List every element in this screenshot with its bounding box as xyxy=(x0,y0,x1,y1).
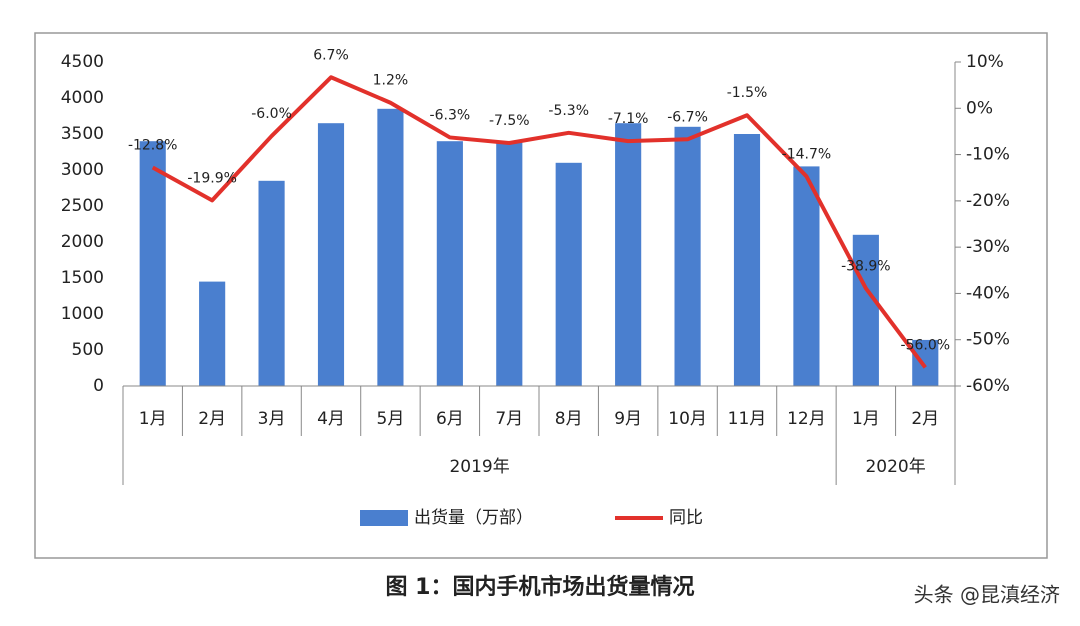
x-tick-label: 12月 xyxy=(787,409,826,429)
x-tick-label: 1月 xyxy=(139,409,167,429)
y-tick-label: 3000 xyxy=(61,160,104,180)
y2-tick-label: -40% xyxy=(966,283,1010,303)
x-tick-label: 9月 xyxy=(614,409,642,429)
y2-tick-label: -30% xyxy=(966,237,1010,257)
legend-label: 出货量（万部） xyxy=(414,508,533,528)
y-tick-label: 1000 xyxy=(61,304,104,324)
x-tick-label: 4月 xyxy=(317,409,345,429)
bar xyxy=(793,166,820,386)
x-tick-label: 2月 xyxy=(198,409,226,429)
bar xyxy=(199,281,226,386)
bar xyxy=(733,134,761,386)
bar xyxy=(615,123,642,386)
y2-tick-label: -20% xyxy=(966,191,1010,211)
legend-swatch xyxy=(360,510,408,526)
data-label: -56.0% xyxy=(901,337,951,353)
y2-tick-label: -10% xyxy=(966,145,1010,165)
x-tick-label: 11月 xyxy=(728,409,767,429)
x-tick-label: 6月 xyxy=(436,409,464,429)
bar xyxy=(852,234,879,386)
bar xyxy=(555,162,582,386)
y-tick-label: 500 xyxy=(72,340,104,360)
data-label: 1.2% xyxy=(373,73,409,89)
data-label: -14.7% xyxy=(782,146,832,162)
y-tick-label: 1500 xyxy=(61,268,104,288)
bar xyxy=(912,339,939,386)
bar xyxy=(139,141,166,386)
data-label: -6.3% xyxy=(430,107,471,123)
bar xyxy=(496,141,523,386)
y-tick-label: 4500 xyxy=(61,52,104,72)
y2-tick-label: -60% xyxy=(966,376,1010,396)
bar xyxy=(258,180,285,386)
y2-tick-label: 10% xyxy=(966,52,1004,72)
y-tick-label: 4000 xyxy=(61,88,104,108)
data-label: -12.8% xyxy=(128,138,178,154)
x-tick-label: 3月 xyxy=(258,409,286,429)
credit: 头条 @昆滇经济 xyxy=(914,583,1060,607)
y-tick-label: 2000 xyxy=(61,232,104,252)
data-label: -19.9% xyxy=(187,170,237,186)
x-tick-label: 5月 xyxy=(377,409,405,429)
x-tick-label: 2月 xyxy=(911,409,939,429)
x-tick-label: 1月 xyxy=(852,409,880,429)
y2-tick-label: -50% xyxy=(966,330,1010,350)
group-label: 2020年 xyxy=(865,457,925,477)
line xyxy=(151,75,927,369)
bar xyxy=(674,126,701,387)
data-label: -38.9% xyxy=(841,258,891,274)
data-label: -5.3% xyxy=(548,103,589,119)
bar xyxy=(436,141,463,386)
y-tick-label: 3500 xyxy=(61,124,104,144)
data-label: -6.7% xyxy=(667,109,708,125)
data-label: -7.5% xyxy=(489,113,530,129)
data-label: -1.5% xyxy=(727,85,768,101)
chart-frame xyxy=(34,32,1048,559)
bar xyxy=(377,108,404,387)
bar xyxy=(317,123,345,386)
y2-tick-label: 0% xyxy=(966,98,993,118)
data-label: -7.1% xyxy=(608,111,649,127)
chart-title: 图 1：国内手机市场出货量情况 xyxy=(386,574,695,600)
x-tick-label: 8月 xyxy=(555,409,583,429)
group-label: 2019年 xyxy=(449,457,509,477)
y-tick-label: 2500 xyxy=(61,196,104,216)
data-label: 6.7% xyxy=(313,47,349,63)
y-tick-label: 0 xyxy=(93,376,104,396)
legend-label: 同比 xyxy=(669,508,703,528)
x-tick-label: 10月 xyxy=(668,409,707,429)
x-tick-label: 7月 xyxy=(495,409,523,429)
data-label: -6.0% xyxy=(251,106,292,122)
